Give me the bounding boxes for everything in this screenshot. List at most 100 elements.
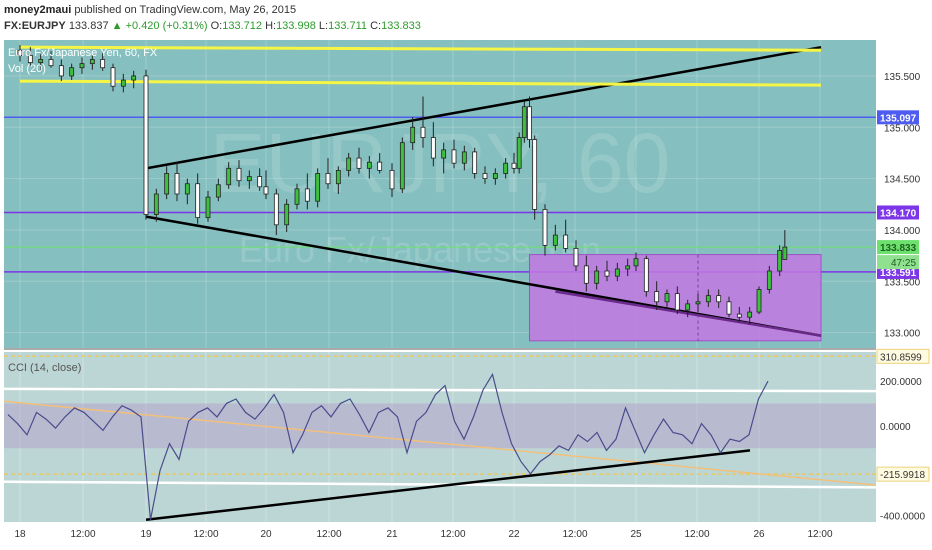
candle-body[interactable] bbox=[756, 289, 762, 313]
trend-line[interactable] bbox=[145, 45, 822, 170]
candle-body[interactable] bbox=[294, 188, 300, 205]
candle-body[interactable] bbox=[695, 301, 701, 305]
candle-body[interactable] bbox=[532, 139, 538, 210]
candle-body[interactable] bbox=[482, 173, 488, 179]
last-price: 133.837 bbox=[68, 20, 109, 32]
candle-body[interactable] bbox=[100, 59, 106, 69]
candle-body[interactable] bbox=[583, 265, 589, 284]
candle-body[interactable] bbox=[366, 161, 372, 169]
trend-line[interactable] bbox=[19, 45, 822, 52]
candle-body[interactable] bbox=[284, 203, 290, 226]
candle-body[interactable] bbox=[521, 106, 527, 138]
candle-body[interactable] bbox=[747, 311, 753, 318]
candle-body[interactable] bbox=[726, 301, 732, 315]
candle-body[interactable] bbox=[705, 295, 711, 303]
candle-body[interactable] bbox=[315, 173, 321, 202]
candle-body[interactable] bbox=[184, 183, 190, 195]
cci-line[interactable] bbox=[7, 372, 769, 520]
candle-body[interactable] bbox=[654, 291, 660, 303]
candle-body[interactable] bbox=[633, 258, 639, 267]
candle-body[interactable] bbox=[451, 149, 457, 164]
volume-legend[interactable]: Vol (20) bbox=[8, 63, 46, 75]
candle-body[interactable] bbox=[516, 137, 522, 169]
candle-body[interactable] bbox=[304, 188, 310, 202]
countdown-tag bbox=[877, 255, 919, 270]
candle-body[interactable] bbox=[614, 268, 620, 277]
candle-body[interactable] bbox=[503, 162, 509, 174]
chart-canvas[interactable]: EURJPY, 60 Euro Fx/Japanese Yen 18 12:00 1… bbox=[0, 40, 932, 550]
candle-body[interactable] bbox=[674, 293, 680, 311]
time-tick-label: 25 bbox=[630, 529, 642, 540]
candle-body[interactable] bbox=[174, 173, 180, 195]
candle-body[interactable] bbox=[226, 167, 232, 186]
candle-body[interactable] bbox=[246, 176, 252, 182]
candle-body[interactable] bbox=[573, 248, 579, 267]
candle-body[interactable] bbox=[79, 63, 85, 69]
candle-body[interactable] bbox=[594, 270, 600, 284]
candle-body[interactable] bbox=[552, 234, 558, 246]
candle-body[interactable] bbox=[420, 126, 426, 138]
candle-body[interactable] bbox=[410, 126, 416, 144]
symbol-label[interactable]: FX:EURJPY bbox=[4, 20, 66, 32]
candle-body[interactable] bbox=[716, 295, 722, 303]
cci-channel-line[interactable] bbox=[3, 480, 877, 489]
candle-body[interactable] bbox=[492, 173, 498, 179]
candle-body[interactable] bbox=[195, 183, 201, 219]
candle-body[interactable] bbox=[356, 157, 362, 169]
candle-body[interactable] bbox=[273, 193, 279, 226]
candle-body[interactable] bbox=[120, 79, 126, 87]
trend-line[interactable] bbox=[19, 79, 822, 87]
candle-body[interactable] bbox=[430, 137, 436, 159]
candle-body[interactable] bbox=[782, 246, 788, 260]
candle-body[interactable] bbox=[399, 142, 405, 190]
candle-body[interactable] bbox=[643, 258, 649, 292]
candle-body[interactable] bbox=[777, 250, 783, 272]
candle-body[interactable] bbox=[164, 173, 170, 195]
candle-body[interactable] bbox=[542, 208, 548, 246]
candle-body[interactable] bbox=[563, 234, 569, 249]
price-tag-label: 134.170 bbox=[880, 208, 917, 219]
candle-body[interactable] bbox=[27, 55, 33, 63]
price-tick-label: 135.000 bbox=[884, 123, 921, 134]
candle-body[interactable] bbox=[17, 49, 23, 56]
candle-body[interactable] bbox=[335, 169, 341, 185]
cci-legend[interactable]: CCI (14, close) bbox=[8, 362, 81, 374]
candle-body[interactable] bbox=[511, 162, 517, 169]
countdown-label: 47:25 bbox=[891, 258, 916, 269]
author-name[interactable]: money2maui bbox=[4, 4, 72, 16]
candle-body[interactable] bbox=[625, 265, 631, 270]
candle-body[interactable] bbox=[48, 59, 54, 67]
candle-body[interactable] bbox=[257, 176, 263, 188]
time-axis[interactable] bbox=[4, 522, 876, 550]
candle-body[interactable] bbox=[766, 270, 772, 290]
candle-body[interactable] bbox=[736, 313, 742, 318]
candle-body[interactable] bbox=[143, 75, 149, 215]
candle-body[interactable] bbox=[215, 184, 221, 198]
candle-body[interactable] bbox=[604, 270, 610, 277]
candle-body[interactable] bbox=[389, 169, 395, 190]
candle-body[interactable] bbox=[527, 106, 532, 140]
candle-body[interactable] bbox=[346, 157, 352, 171]
cci-orange-trend[interactable] bbox=[3, 400, 877, 486]
candle-body[interactable] bbox=[38, 59, 44, 63]
candle-body[interactable] bbox=[664, 293, 670, 303]
candle-body[interactable] bbox=[205, 196, 211, 219]
low-value: 133.711 bbox=[328, 20, 368, 32]
candle-body[interactable] bbox=[131, 75, 137, 81]
candle-body[interactable] bbox=[58, 65, 64, 77]
candle-body[interactable] bbox=[472, 151, 478, 174]
candle-body[interactable] bbox=[153, 193, 159, 215]
candle-body[interactable] bbox=[377, 161, 383, 171]
candle-body[interactable] bbox=[236, 167, 242, 182]
main-series-legend[interactable]: Euro Fx/Japanese Yen, 60, FX bbox=[8, 47, 158, 59]
candle-body[interactable] bbox=[69, 67, 75, 77]
candle-body[interactable] bbox=[263, 186, 269, 195]
candle-body[interactable] bbox=[441, 149, 447, 159]
cci-support-trend[interactable] bbox=[145, 449, 751, 522]
candle-body[interactable] bbox=[325, 173, 331, 185]
price-axis[interactable] bbox=[876, 40, 932, 550]
candle-body[interactable] bbox=[685, 303, 691, 311]
candle-body[interactable] bbox=[461, 151, 467, 164]
candle-body[interactable] bbox=[89, 59, 95, 65]
candle-body[interactable] bbox=[110, 67, 116, 87]
